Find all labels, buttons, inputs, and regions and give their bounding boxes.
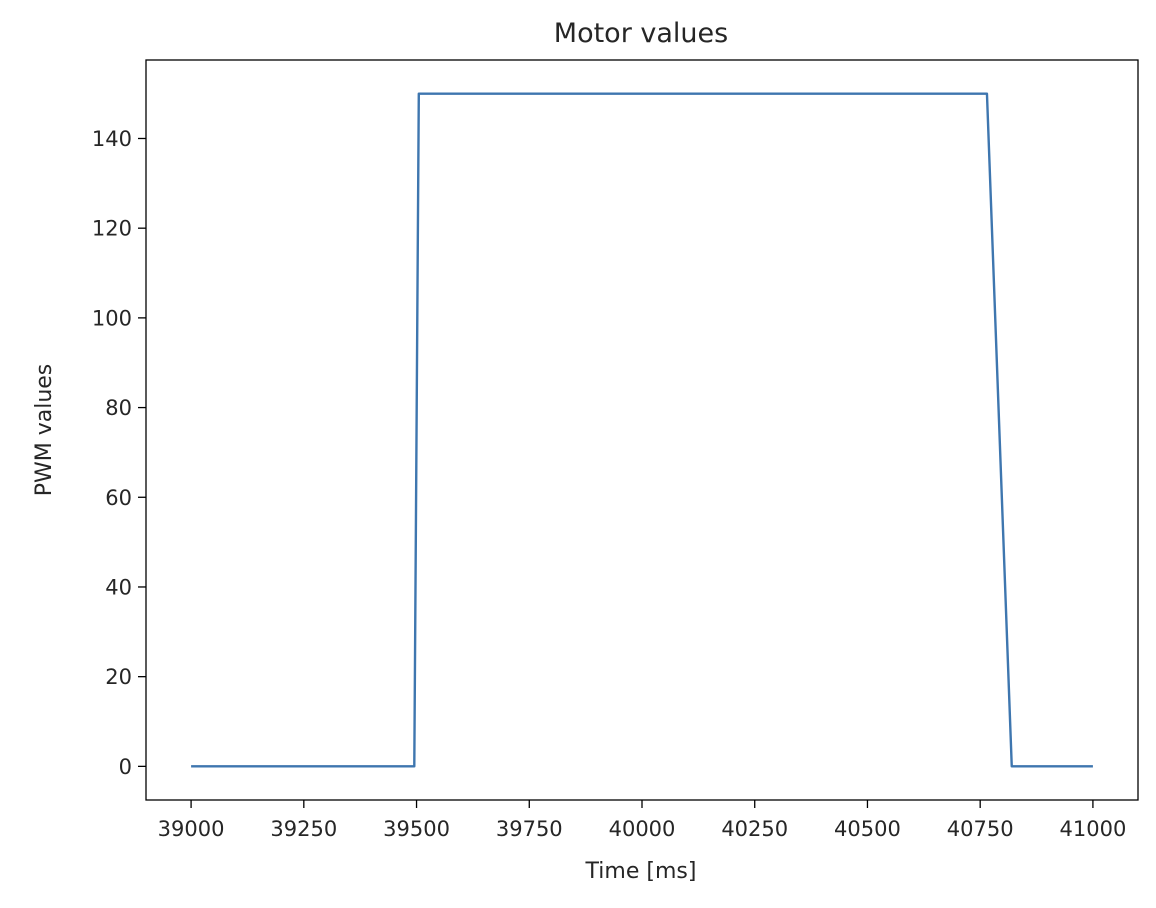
plot-frame (145, 59, 1139, 801)
x-tick-label: 40000 (609, 817, 676, 841)
x-tick-label: 40250 (721, 817, 788, 841)
series-layer (191, 92, 1093, 768)
y-tick-label: 0 (119, 755, 132, 779)
y-tick-label: 20 (105, 665, 132, 689)
x-tick-label: 39000 (158, 817, 225, 841)
x-tick-label: 41000 (1060, 817, 1127, 841)
x-tick-label: 40500 (834, 817, 901, 841)
y-axis-ticks: 0 20 40 60 80 100 120 140 (92, 127, 146, 779)
series-line-0 (191, 92, 1093, 768)
x-axis-label: Time [ms] (585, 859, 697, 884)
x-tick-label: 39250 (270, 817, 337, 841)
x-tick-label: 39500 (383, 817, 450, 841)
y-tick-label: 40 (105, 575, 132, 599)
y-tick-label: 120 (92, 217, 132, 241)
y-tick-label: 80 (105, 396, 132, 420)
x-tick-label: 40750 (947, 817, 1014, 841)
y-tick-label: 100 (92, 306, 132, 330)
y-axis-label: PWM values (32, 364, 57, 497)
y-tick-label: 60 (105, 486, 132, 510)
x-tick-label: 39750 (496, 817, 563, 841)
y-tick-label: 140 (92, 127, 132, 151)
chart-title: Motor values (554, 18, 728, 49)
plot-area (146, 60, 1138, 800)
x-axis-ticks: 39000 39250 39500 39750 40000 40250 40500 40750… (158, 800, 1127, 841)
